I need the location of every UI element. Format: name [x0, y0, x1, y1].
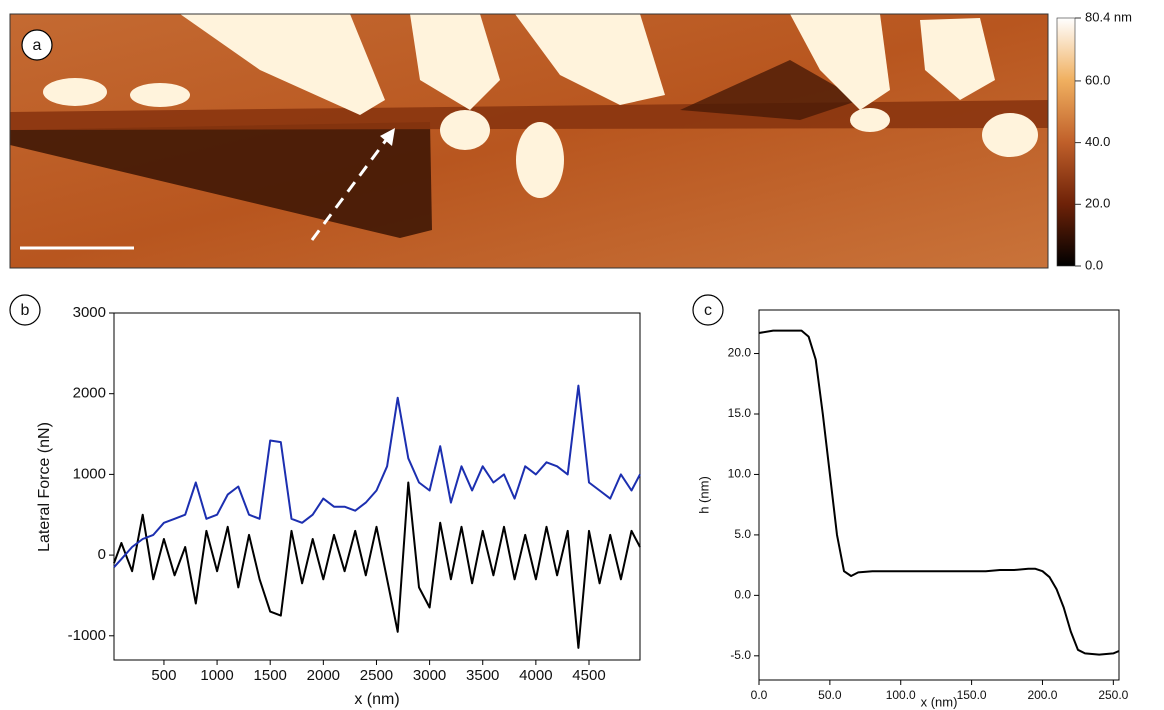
y-axis-label: Lateral Force (nN)	[36, 422, 53, 552]
x-tick-label: 500	[151, 667, 176, 684]
colorbar-tick-label: 40.0	[1085, 134, 1110, 149]
afm-image	[10, 14, 1048, 268]
plot-frame	[758, 309, 1120, 681]
y-tick-label: 2000	[73, 385, 106, 402]
panel-label-circle	[21, 29, 53, 61]
x-tick-label: 200.0	[1027, 688, 1057, 702]
colorbar-tick-label: 20.0	[1085, 196, 1110, 211]
x-tick-label: 100.0	[886, 688, 916, 702]
y-tick-label: 1000	[73, 465, 106, 482]
data-line	[758, 329, 1120, 656]
y-tick-label: -1000	[68, 627, 106, 644]
x-tick-label: 50.0	[818, 688, 842, 702]
panel-label: a	[33, 37, 42, 54]
x-tick-label: 150.0	[957, 688, 987, 702]
panel-label: c	[704, 302, 712, 319]
colorbar-tick-label: 60.0	[1085, 72, 1110, 87]
x-tick-label: 3000	[413, 667, 446, 684]
x-tick-label: 4000	[519, 667, 552, 684]
x-tick-label: 2500	[360, 667, 393, 684]
x-tick-label: 250.0	[1098, 688, 1128, 702]
x-tick-label: 3500	[466, 667, 499, 684]
panel-label: b	[21, 302, 30, 319]
x-tick-label: 4500	[572, 667, 605, 684]
x-tick-label: 1500	[254, 667, 287, 684]
x-axis-label: x (nm)	[921, 694, 958, 709]
data-line	[113, 384, 641, 568]
y-tick-label: 20.0	[728, 346, 752, 360]
x-tick-label: 2000	[307, 667, 340, 684]
x-tick-label: 1000	[200, 667, 233, 684]
x-axis-label: x (nm)	[354, 691, 399, 708]
colorbar	[1056, 17, 1076, 267]
y-tick-label: -5.0	[730, 648, 751, 662]
x-tick-label: 0.0	[751, 688, 768, 702]
colorbar-tick-label: 0.0	[1085, 257, 1103, 272]
y-tick-label: 0	[98, 546, 106, 563]
y-tick-label: 3000	[73, 304, 106, 321]
y-tick-label: 0.0	[734, 588, 751, 602]
y-tick-label: 15.0	[728, 406, 752, 420]
plot-frame	[113, 312, 641, 661]
data-line	[113, 481, 641, 649]
panel-label-circle	[692, 294, 724, 326]
y-tick-label: 5.0	[734, 527, 751, 541]
y-tick-label: 10.0	[728, 467, 752, 481]
panel-label-circle	[9, 294, 41, 326]
colorbar-tick-label: 80.4 nm	[1085, 9, 1132, 24]
y-axis-label: h (nm)	[696, 476, 711, 514]
